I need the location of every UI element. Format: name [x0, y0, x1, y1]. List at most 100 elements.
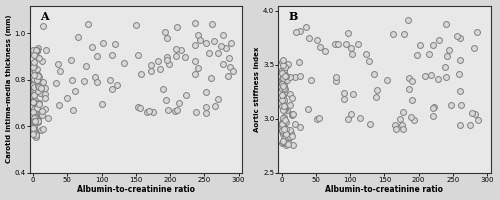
- Point: [280, 125, 288, 128]
- Point: [280, 92, 288, 95]
- Point: [280, 107, 288, 110]
- Point: [30, 119, 38, 123]
- Point: [285, 130, 293, 134]
- Point: [442, 76, 450, 79]
- Point: [191, 72, 199, 75]
- Point: [202, 105, 209, 108]
- Point: [441, 65, 449, 69]
- Point: [280, 68, 287, 72]
- Point: [332, 80, 340, 83]
- Point: [280, 87, 288, 90]
- Point: [32, 134, 40, 137]
- Point: [40, 93, 48, 96]
- Point: [416, 44, 424, 47]
- Point: [399, 127, 407, 130]
- Point: [30, 64, 38, 67]
- Point: [370, 73, 378, 76]
- Point: [410, 118, 418, 122]
- Point: [159, 88, 167, 91]
- Point: [312, 39, 320, 42]
- Point: [32, 73, 40, 76]
- Point: [280, 73, 288, 76]
- Point: [456, 36, 464, 40]
- Point: [30, 54, 38, 57]
- Point: [106, 78, 114, 81]
- Point: [33, 74, 41, 77]
- Point: [280, 104, 287, 107]
- Point: [163, 59, 171, 62]
- Point: [30, 114, 38, 117]
- Point: [191, 60, 199, 63]
- Point: [278, 77, 286, 80]
- Point: [279, 120, 287, 123]
- Point: [29, 126, 37, 129]
- Point: [280, 82, 288, 85]
- Point: [164, 108, 172, 111]
- Point: [30, 131, 38, 134]
- Point: [470, 47, 478, 50]
- Point: [278, 81, 286, 84]
- Point: [320, 50, 328, 53]
- Point: [279, 123, 287, 126]
- Point: [425, 52, 433, 55]
- Point: [282, 120, 290, 124]
- Point: [444, 48, 452, 52]
- Point: [32, 116, 40, 119]
- Point: [282, 129, 290, 133]
- Point: [34, 84, 42, 88]
- Point: [30, 115, 38, 118]
- Point: [281, 138, 289, 141]
- Point: [218, 34, 226, 37]
- Point: [282, 132, 290, 135]
- Point: [191, 43, 199, 46]
- Point: [94, 80, 102, 83]
- Point: [192, 110, 200, 114]
- Point: [192, 21, 200, 24]
- Point: [143, 110, 151, 113]
- Point: [148, 111, 156, 114]
- Point: [68, 78, 76, 81]
- Point: [278, 93, 286, 96]
- Point: [162, 30, 170, 34]
- Point: [280, 107, 288, 110]
- Point: [29, 128, 37, 131]
- Point: [278, 125, 286, 128]
- Point: [137, 73, 145, 76]
- Point: [222, 47, 230, 50]
- Point: [31, 69, 39, 72]
- Point: [286, 135, 294, 138]
- Point: [34, 73, 42, 76]
- Point: [288, 112, 296, 115]
- Point: [348, 52, 356, 55]
- Point: [32, 106, 40, 110]
- Point: [456, 59, 464, 62]
- Point: [396, 118, 404, 121]
- Point: [278, 71, 286, 74]
- Point: [91, 75, 99, 78]
- Point: [52, 82, 60, 85]
- Point: [284, 63, 292, 66]
- Point: [279, 84, 287, 87]
- Point: [30, 123, 38, 126]
- Point: [278, 82, 286, 85]
- Point: [226, 65, 234, 68]
- Point: [31, 134, 39, 138]
- Point: [32, 84, 40, 87]
- Point: [30, 102, 38, 105]
- Point: [282, 78, 290, 82]
- Point: [172, 54, 180, 57]
- Point: [31, 52, 39, 55]
- Point: [278, 128, 286, 131]
- Point: [334, 43, 342, 46]
- Point: [220, 62, 228, 65]
- Point: [68, 58, 76, 61]
- Point: [30, 79, 38, 82]
- Point: [30, 97, 38, 100]
- Point: [31, 76, 39, 79]
- Point: [279, 139, 287, 143]
- Point: [32, 134, 40, 137]
- Point: [33, 106, 41, 110]
- Point: [38, 110, 46, 113]
- Point: [447, 103, 455, 107]
- Point: [34, 89, 42, 93]
